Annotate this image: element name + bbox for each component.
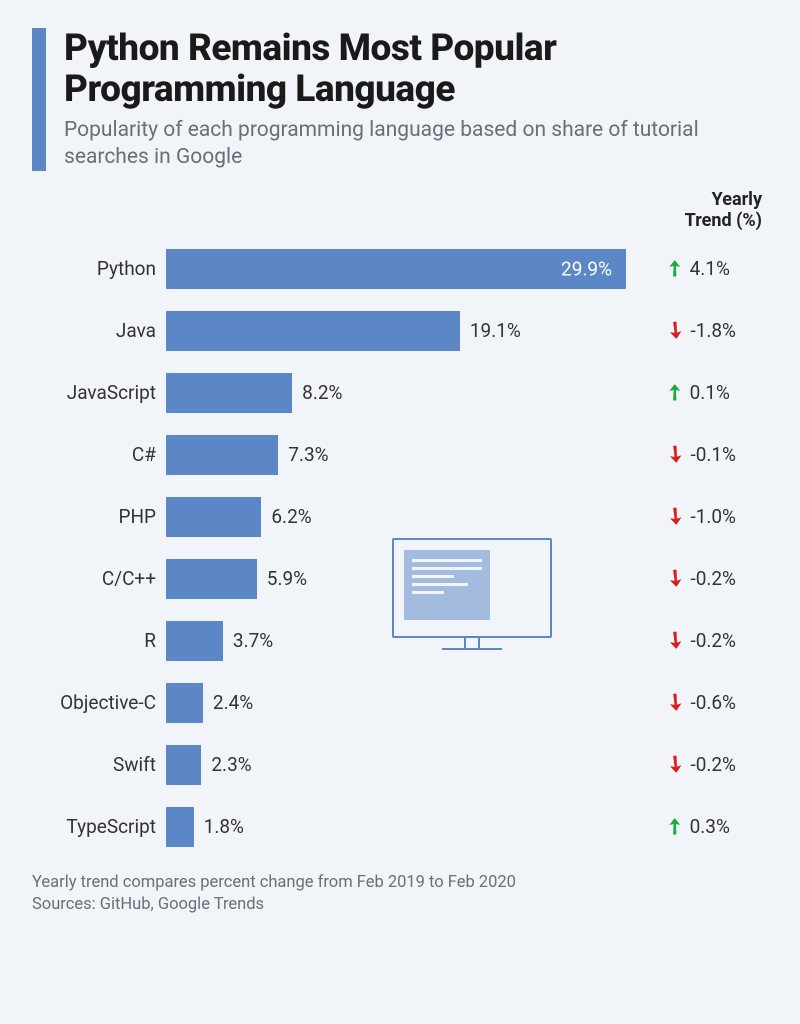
bar — [166, 559, 257, 599]
trend-value: -0.2% — [690, 629, 736, 652]
arrow-down-icon: ➘ — [660, 563, 690, 594]
bar-row: PHP 6.2% ➘-1.0% — [32, 486, 768, 548]
trend-cell: ➚0.1% — [644, 380, 768, 405]
bar — [166, 373, 292, 413]
bar-area: 19.1% — [166, 311, 644, 351]
arrow-down-icon: ➘ — [660, 749, 690, 780]
bar-value: 2.3% — [211, 753, 251, 776]
accent-bar — [32, 28, 46, 171]
bar-label: C# — [32, 443, 166, 466]
bar — [166, 683, 203, 723]
bar-row: R 3.7% ➘-0.2% — [32, 610, 768, 672]
trend-cell: ➘-0.2% — [644, 628, 768, 653]
bar-label: Java — [32, 319, 166, 342]
bar-area: 6.2% — [166, 497, 644, 537]
bar-area: 7.3% — [166, 435, 644, 475]
bar-label: R — [32, 629, 166, 652]
bar-value: 2.4% — [213, 691, 253, 714]
trend-cell: ➘-0.2% — [644, 752, 768, 777]
bar — [166, 435, 278, 475]
header: Python Remains Most Popular Programming … — [32, 28, 768, 171]
bar-label: JavaScript — [32, 381, 166, 404]
trend-value: 0.1% — [690, 381, 730, 404]
header-text: Python Remains Most Popular Programming … — [64, 28, 768, 171]
footer-sources: Sources: GitHub, Google Trends — [32, 894, 768, 916]
bar-row: Swift 2.3% ➘-0.2% — [32, 734, 768, 796]
trend-cell: ➘-0.6% — [644, 690, 768, 715]
bar-label: C/C++ — [32, 567, 166, 590]
bar-chart: Python29.9%➚4.1%Java19.1%➘-1.8%JavaScrip… — [32, 238, 768, 858]
arrow-down-icon: ➘ — [660, 501, 690, 532]
chart-subtitle: Popularity of each programming language … — [64, 117, 768, 171]
bar — [166, 621, 223, 661]
trend-value: -1.0% — [690, 505, 736, 528]
trend-value: -0.2% — [690, 567, 736, 590]
arrow-up-icon: ➚ — [660, 378, 690, 408]
trend-value: -0.1% — [690, 443, 736, 466]
arrow-down-icon: ➘ — [660, 439, 690, 470]
bar-row: C/C++ 5.9% ➘-0.2% — [32, 548, 768, 610]
bar-area: 1.8% — [166, 807, 644, 847]
bar-area: 8.2% — [166, 373, 644, 413]
trend-header-line2: Trend (%) — [685, 210, 762, 231]
trend-cell: ➚4.1% — [644, 256, 768, 281]
trend-column-header: Yearly Trend (%) — [32, 189, 768, 232]
bar-row: Java 19.1% ➘-1.8% — [32, 300, 768, 362]
bar — [166, 745, 201, 785]
bar-label: Swift — [32, 753, 166, 776]
arrow-up-icon: ➚ — [660, 254, 690, 284]
bar-area: 3.7% — [166, 621, 644, 661]
bar-value: 6.2% — [271, 505, 311, 528]
trend-cell: ➘-1.0% — [644, 504, 768, 529]
bar-value: 29.9% — [561, 257, 612, 280]
bar-row: Python 29.9% ➚4.1% — [32, 238, 768, 300]
bar-value: 5.9% — [267, 567, 307, 590]
bar-value: 19.1% — [470, 319, 521, 342]
bar: 29.9% — [166, 249, 626, 289]
arrow-down-icon: ➘ — [660, 625, 690, 656]
bar-row: TypeScript 1.8% ➚0.3% — [32, 796, 768, 858]
footer: Yearly trend compares percent change fro… — [32, 872, 768, 917]
bar-row: C# 7.3% ➘-0.1% — [32, 424, 768, 486]
arrow-down-icon: ➘ — [660, 687, 690, 718]
trend-value: -0.6% — [690, 691, 736, 714]
bar-area: 2.3% — [166, 745, 644, 785]
bar-value: 8.2% — [302, 381, 342, 404]
trend-cell: ➘-0.2% — [644, 566, 768, 591]
bar-area: 5.9% — [166, 559, 644, 599]
bar-value: 3.7% — [233, 629, 273, 652]
chart-title: Python Remains Most Popular Programming … — [64, 28, 768, 111]
bar-area: 29.9% — [166, 249, 644, 289]
arrow-up-icon: ➚ — [660, 812, 690, 842]
footer-note: Yearly trend compares percent change fro… — [32, 872, 768, 894]
trend-cell: ➚0.3% — [644, 814, 768, 839]
bar-label: PHP — [32, 505, 166, 528]
trend-cell: ➘-0.1% — [644, 442, 768, 467]
bar-label: Objective-C — [32, 691, 166, 714]
trend-value: -0.2% — [690, 753, 736, 776]
bar-value: 7.3% — [288, 443, 328, 466]
bar-value: 1.8% — [204, 815, 244, 838]
trend-value: -1.8% — [690, 319, 736, 342]
bar-label: Python — [32, 257, 166, 280]
bar-area: 2.4% — [166, 683, 644, 723]
arrow-down-icon: ➘ — [660, 315, 690, 346]
bar-label: TypeScript — [32, 815, 166, 838]
trend-cell: ➘-1.8% — [644, 318, 768, 343]
bar — [166, 807, 194, 847]
bar-row: Objective-C 2.4% ➘-0.6% — [32, 672, 768, 734]
trend-value: 4.1% — [690, 257, 730, 280]
bar — [166, 497, 261, 537]
bar — [166, 311, 460, 351]
bar-row: JavaScript 8.2% ➚0.1% — [32, 362, 768, 424]
trend-header-line1: Yearly — [712, 189, 762, 210]
trend-value: 0.3% — [690, 815, 730, 838]
